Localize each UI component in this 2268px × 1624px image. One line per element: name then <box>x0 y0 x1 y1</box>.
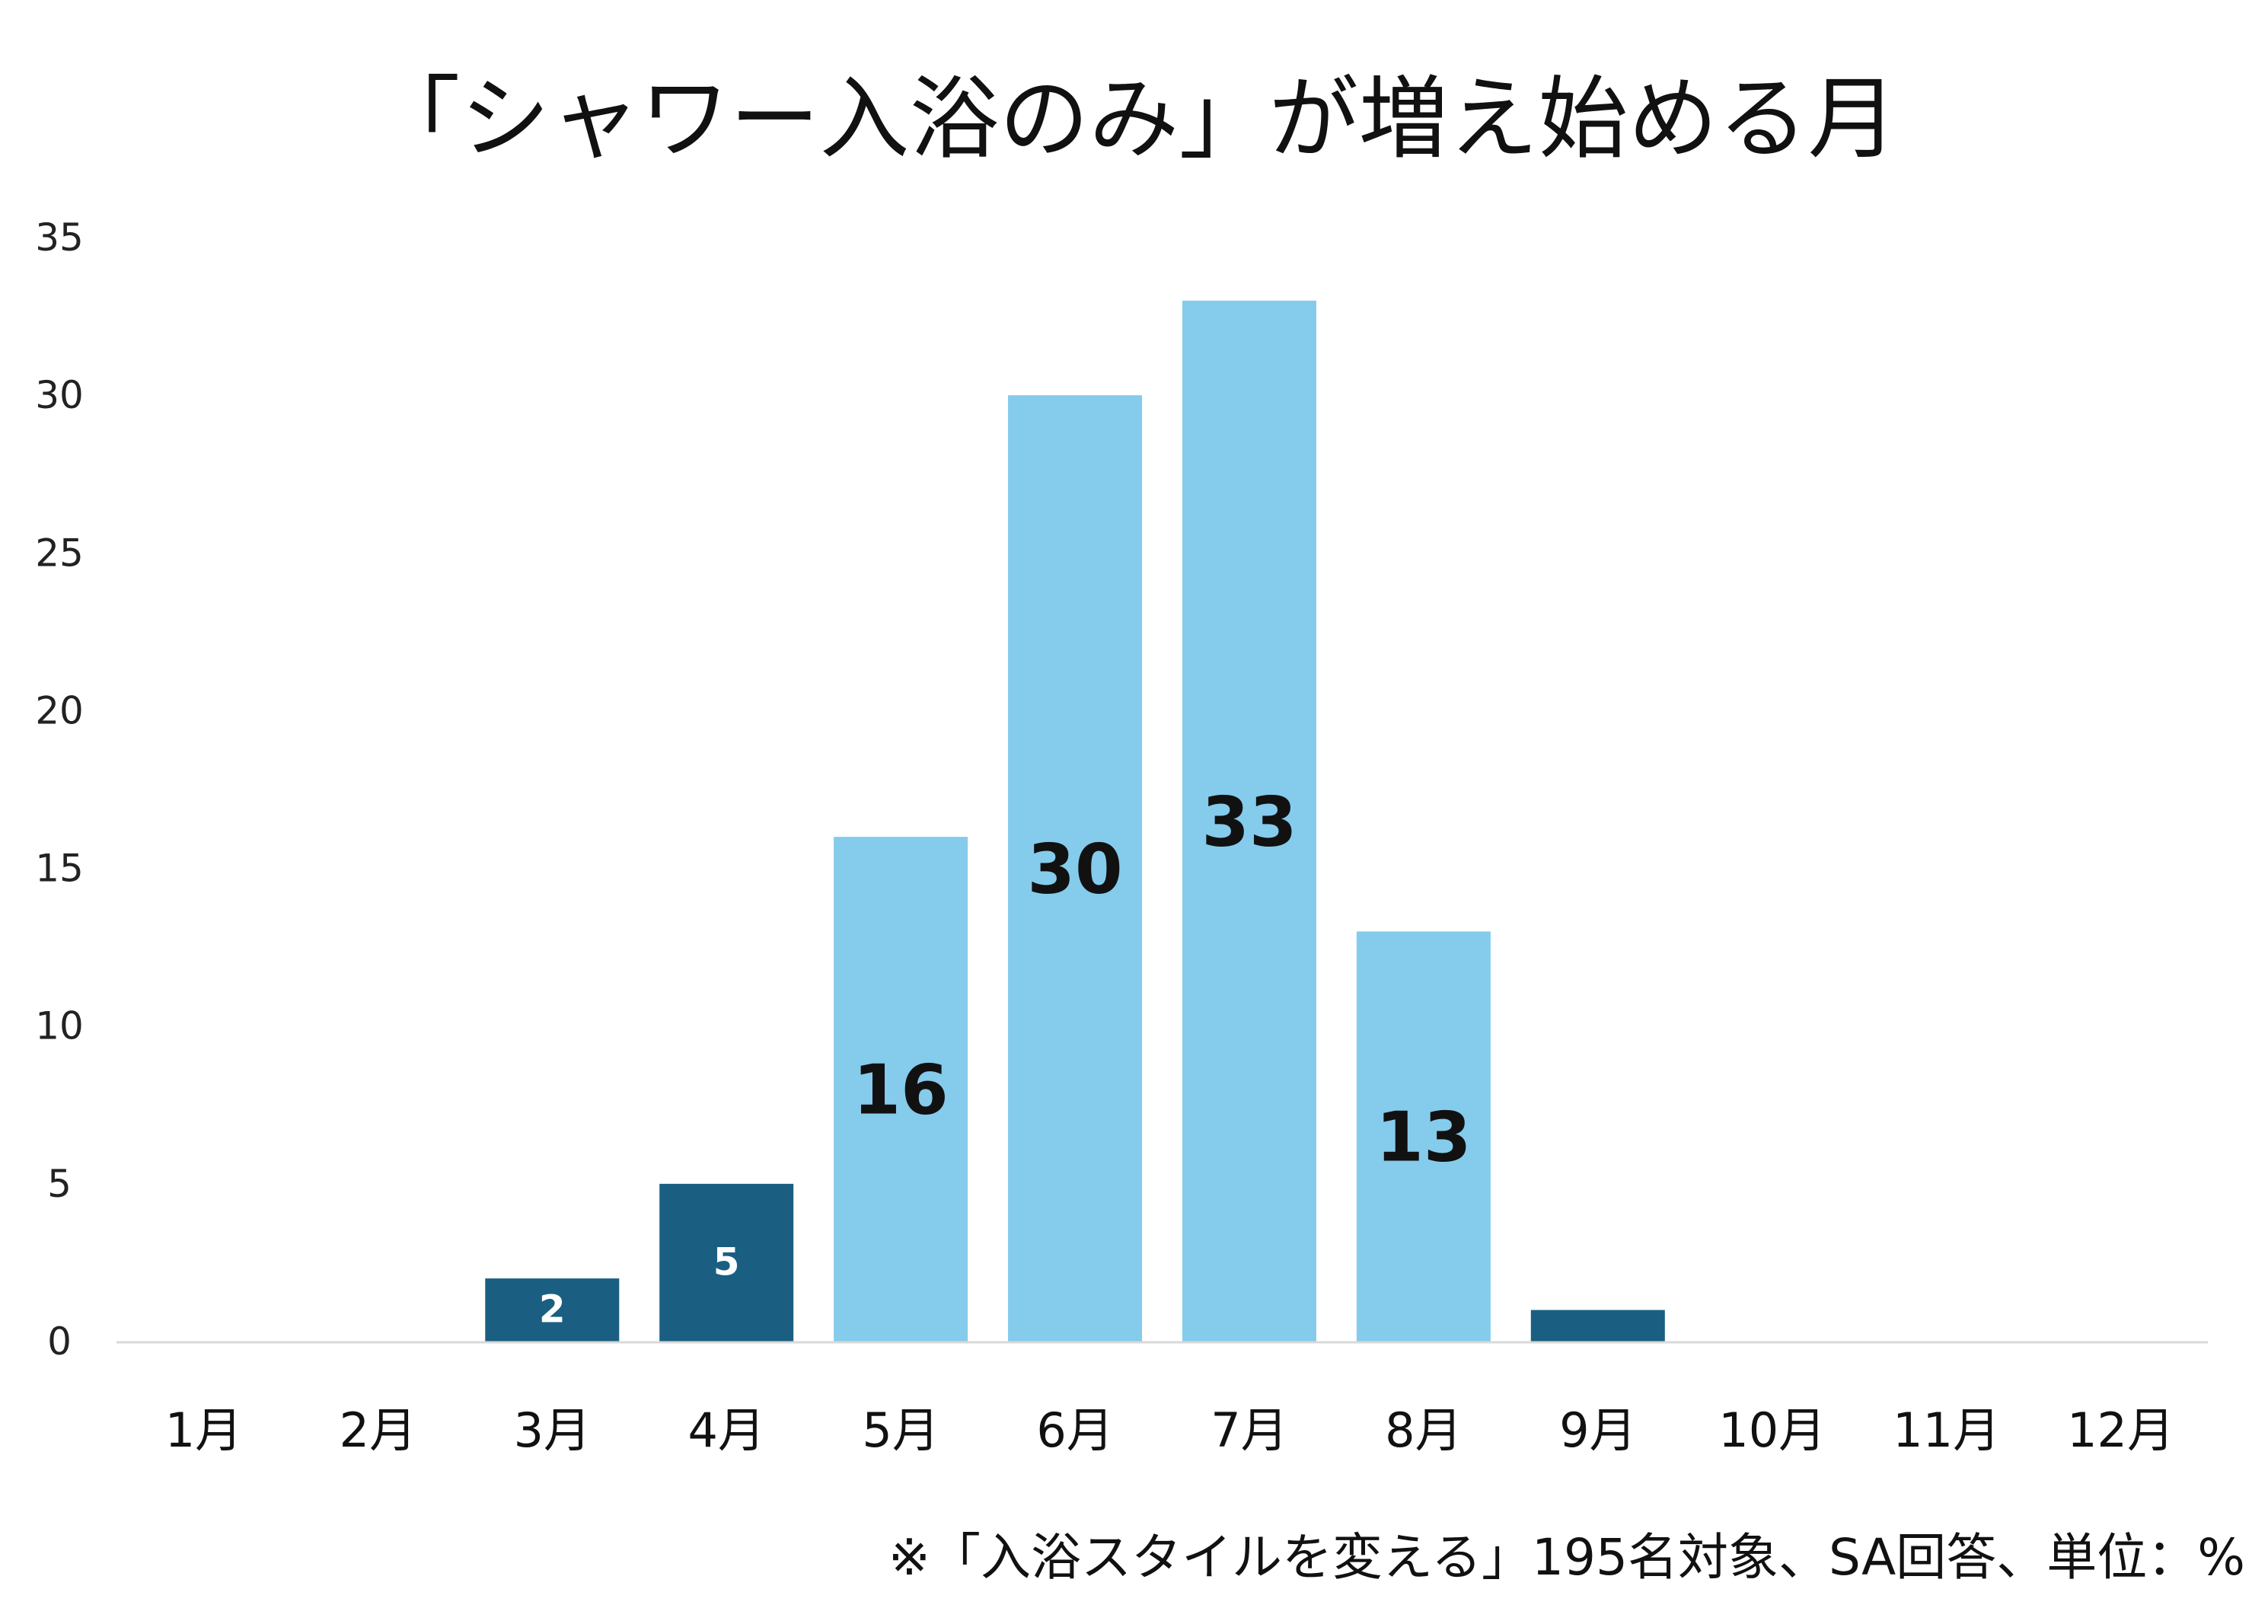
data-label: 2 <box>539 1287 566 1332</box>
x-tick-label: 5月 <box>862 1402 939 1458</box>
footnote: ※「入浴スタイルを変える」195名対象、SA回答、単位：% <box>888 1528 2245 1587</box>
y-tick-label: 0 <box>47 1319 72 1364</box>
x-tick-label: 8月 <box>1385 1402 1462 1458</box>
x-tick-label: 3月 <box>514 1402 591 1458</box>
data-label: 30 <box>1027 830 1122 910</box>
data-label: 5 <box>713 1240 740 1284</box>
bar <box>834 837 968 1342</box>
bar <box>1356 931 1491 1342</box>
y-tick-label: 10 <box>35 1004 84 1048</box>
x-tick-label: 2月 <box>340 1402 416 1458</box>
y-tick-label: 20 <box>35 688 84 732</box>
bar <box>659 1183 794 1342</box>
y-axis-ticks: 0 5 10 15 20 25 30 35 <box>35 215 84 1364</box>
data-label: 13 <box>1376 1098 1471 1178</box>
x-tick-label: 6月 <box>1036 1402 1113 1458</box>
x-tick-label: 10月 <box>1718 1402 1826 1458</box>
bars <box>485 300 1665 1342</box>
x-axis-ticks: 1月 2月 3月 4月 5月 6月 7月 8月 9月 10月 11月 12月 <box>165 1402 2174 1458</box>
chart-title: 「シャワー入浴のみ」が増え始める月 <box>370 66 1898 171</box>
y-tick-label: 25 <box>35 531 84 575</box>
bar <box>485 1278 620 1342</box>
bar <box>1182 300 1316 1342</box>
y-tick-label: 15 <box>35 847 84 891</box>
data-labels: 2 5 16 30 33 13 <box>539 782 1472 1331</box>
data-label: 16 <box>853 1051 949 1131</box>
x-tick-label: 1月 <box>165 1402 242 1458</box>
data-label: 33 <box>1201 782 1297 862</box>
y-tick-label: 30 <box>35 373 84 417</box>
x-tick-label: 7月 <box>1211 1402 1287 1458</box>
y-tick-label: 5 <box>47 1162 72 1206</box>
bar <box>1008 395 1143 1342</box>
bar <box>1530 1310 1665 1342</box>
x-tick-label: 11月 <box>1893 1402 2000 1458</box>
x-tick-label: 12月 <box>2067 1402 2174 1458</box>
x-tick-label: 9月 <box>1559 1402 1636 1458</box>
y-tick-label: 35 <box>35 215 84 260</box>
x-tick-label: 4月 <box>687 1402 764 1458</box>
